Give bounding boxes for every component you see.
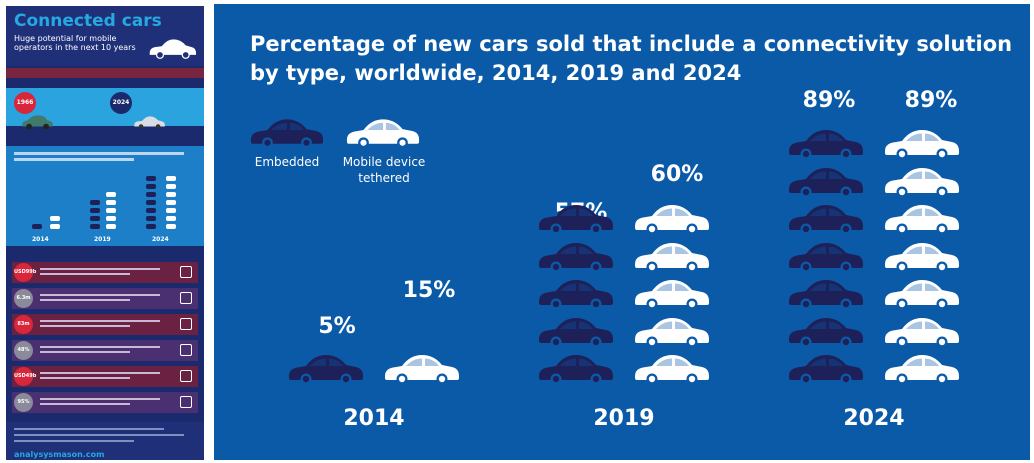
stat-text-line (40, 325, 130, 327)
car-mark-tethered-2014-1 (385, 355, 459, 385)
car-mark-tethered-2019-1 (635, 355, 709, 385)
mini-year-2014: 2014 (32, 236, 49, 243)
value-label-tethered-2019: 60% (650, 162, 704, 187)
stat-text-line (40, 346, 160, 348)
footer-line (14, 428, 164, 430)
vintage-car-icon (22, 115, 53, 130)
thumbnail-url: analysysmason.com (14, 450, 105, 459)
car-mark-tethered-2024-1 (885, 355, 959, 385)
stat-row: USD99b (12, 262, 198, 283)
year-label-2019: 2019 (593, 406, 655, 431)
stat-text-line (40, 377, 130, 379)
stat-text-line (40, 372, 160, 374)
car-mark-tethered-2024-6 (885, 167, 959, 197)
car-mark-embedded-2019-5 (539, 205, 613, 235)
year-label-2014: 2014 (343, 406, 405, 431)
stat-icon (180, 344, 192, 356)
stat-icon (180, 396, 192, 408)
stat-value: 6.3m (16, 295, 31, 301)
car-mark-tethered-2024-4 (885, 242, 959, 272)
car-mark-tethered-2024-3 (885, 280, 959, 310)
stat-badge: 6.3m (14, 289, 33, 308)
car-mark-embedded-2024-3 (789, 280, 863, 310)
car-mark-embedded-2019-2 (539, 317, 613, 347)
legend-embedded-label: Embedded (254, 155, 320, 169)
stat-text-line (40, 403, 130, 405)
value-label-tethered-2014: 15% (402, 278, 456, 303)
stat-value: 83m (17, 321, 30, 327)
stat-value: 95% (17, 399, 30, 405)
car-mark-embedded-2024-5 (789, 205, 863, 235)
stat-badge: USD49b (14, 367, 37, 386)
car-mark-tethered-2019-4 (635, 242, 709, 272)
stat-text-line (40, 294, 160, 296)
stat-row: 95% (12, 392, 198, 413)
stat-badge: 83m (14, 315, 33, 334)
stat-row: 48% (12, 340, 198, 361)
legend-tethered-label: Mobile device tethered (342, 155, 426, 185)
stat-icon (180, 370, 192, 382)
car-mark-embedded-2024-2 (789, 317, 863, 347)
value-label-tethered-2024: 89% (904, 88, 958, 113)
stat-value: 48% (17, 347, 30, 353)
legend-embedded-car-icon (250, 119, 324, 149)
car-mark-tethered-2019-5 (635, 205, 709, 235)
header-car-icon (149, 39, 196, 59)
legend-tethered-car-icon (346, 119, 420, 149)
stat-icon (180, 318, 192, 330)
car-mark-embedded-2024-6 (789, 167, 863, 197)
car-mark-tethered-2024-5 (885, 205, 959, 235)
car-mark-embedded-2024-7 (789, 130, 863, 160)
value-label-embedded-2024: 89% (802, 88, 856, 113)
infographic-thumbnail: Connected cars Huge potential for mobile… (6, 6, 204, 460)
footer-line (14, 434, 184, 436)
stat-icon (180, 266, 192, 278)
chart-title: Percentage of new cars sold that include… (250, 32, 1013, 85)
car-mark-tethered-2024-2 (885, 317, 959, 347)
modern-car-icon (134, 116, 165, 129)
thumbnail-subtitle: Huge potential for mobile operators in t… (14, 34, 136, 52)
stat-text-line (40, 320, 160, 322)
stat-icon (180, 292, 192, 304)
stat-badge: USD99b (14, 263, 37, 282)
badge-right: 2024 (110, 92, 132, 114)
stat-text-line (40, 268, 160, 270)
thumbnail-header: Connected cars Huge potential for mobile… (6, 6, 204, 66)
footer-line (14, 440, 134, 442)
stat-text-line (40, 273, 130, 275)
car-mark-embedded-2019-1 (539, 355, 613, 385)
car-mark-embedded-2014-1 (289, 355, 363, 385)
stat-text-line (40, 299, 130, 301)
stat-value: USD99b (14, 269, 37, 275)
thumbnail-strip (6, 68, 204, 78)
mini-year-2024: 2024 (152, 236, 169, 243)
car-mark-embedded-2024-4 (789, 242, 863, 272)
stat-badge: 95% (14, 393, 33, 412)
stat-badge: 48% (14, 341, 33, 360)
car-mark-tethered-2019-2 (635, 317, 709, 347)
car-mark-tethered-2019-3 (635, 280, 709, 310)
value-label-embedded-2014: 5% (318, 314, 356, 339)
stat-row: 83m (12, 314, 198, 335)
stat-text-line (40, 351, 130, 353)
car-mark-embedded-2019-4 (539, 242, 613, 272)
badge-left: 1966 (14, 92, 36, 114)
stat-value: USD49b (14, 373, 37, 379)
thumbnail-title: Connected cars (14, 11, 162, 31)
mini-chart: 2014 2019 2024 (6, 146, 204, 246)
thumbnail-road (6, 126, 204, 138)
car-mark-embedded-2019-3 (539, 280, 613, 310)
chart-panel: Percentage of new cars sold that include… (214, 4, 1030, 460)
car-mark-embedded-2024-1 (789, 355, 863, 385)
car-mark-tethered-2024-7 (885, 130, 959, 160)
year-label-2024: 2024 (843, 406, 905, 431)
mini-year-2019: 2019 (94, 236, 111, 243)
stat-row: 6.3m (12, 288, 198, 309)
stat-row: USD49b (12, 366, 198, 387)
mini-chart-graphic: 2014 2019 2024 (14, 152, 184, 243)
stat-text-line (40, 398, 160, 400)
